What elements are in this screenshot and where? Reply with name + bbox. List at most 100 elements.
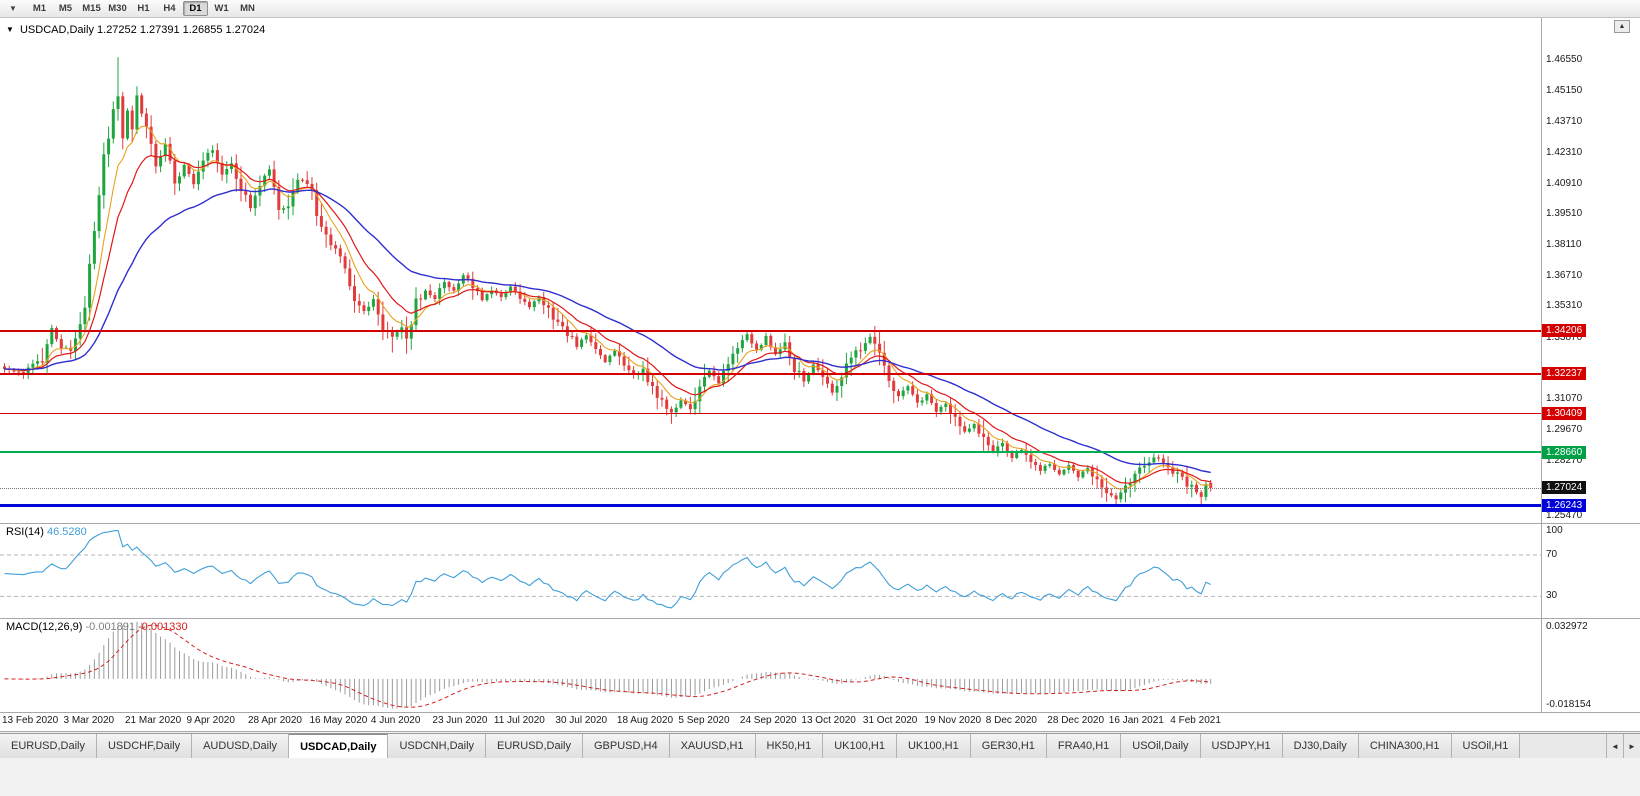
tabs-scroll-right-button[interactable]: ►	[1623, 734, 1640, 758]
chart-symbol: USDCAD,Daily	[19, 24, 94, 36]
date-axis-label: 28 Apr 2020	[248, 715, 302, 726]
horizontal-level-line[interactable]	[0, 503, 1541, 507]
separator-rsi-macd[interactable]	[0, 618, 1640, 619]
horizontal-level-line[interactable]	[0, 413, 1541, 415]
date-axis-label: 31 Oct 2020	[862, 715, 918, 726]
timeframe-d1[interactable]: D1	[183, 1, 208, 16]
tab-uk100-h1[interactable]: UK100,H1	[896, 734, 971, 758]
price-axis-label: 1.43710	[1546, 116, 1583, 128]
date-axis-label: 4 Jun 2020	[370, 715, 421, 726]
tabbar-filler	[1520, 734, 1606, 758]
date-axis-label: 3 Mar 2020	[63, 715, 115, 726]
date-axis-label: 5 Sep 2020	[678, 715, 730, 726]
macd-axis-min-label: -0.018154	[1546, 699, 1592, 710]
price-axis-label: 1.35310	[1546, 300, 1583, 312]
price-tag: 1.27024	[1542, 481, 1587, 495]
chart-high: 1.27391	[139, 24, 180, 36]
price-axis-label: 1.40910	[1546, 177, 1583, 189]
timeframe-toolbar: ▼ M1 M5 M15 M30 H1 H4 D1 W1 MN	[0, 0, 1640, 18]
rsi-axis-label: 100	[1546, 525, 1563, 536]
date-axis-label: 21 Mar 2020	[125, 715, 182, 726]
timeframe-mn[interactable]: MN	[240, 3, 255, 14]
date-axis-label: 16 Jan 2021	[1108, 715, 1164, 726]
date-axis-label: 13 Feb 2020	[2, 715, 59, 726]
date-axis-label: 19 Nov 2020	[924, 715, 982, 726]
timeframe-h1[interactable]: H1	[137, 3, 150, 14]
timeframe-h4[interactable]: H4	[163, 3, 176, 14]
current-price-line	[0, 487, 1541, 489]
tab-eurusd-daily[interactable]: EURUSD,Daily	[486, 734, 583, 758]
tab-usoil-daily[interactable]: USOil,Daily	[1121, 734, 1201, 758]
price-axis-label: 1.36710	[1546, 269, 1583, 281]
candlestick-plot	[3, 57, 1213, 505]
chart-open: 1.27252	[97, 24, 137, 36]
chart-shift-button[interactable]: ▲	[1614, 20, 1630, 33]
macd-axis-max-label: 0.032972	[1546, 621, 1588, 632]
tab-xauusd-h1[interactable]: XAUUSD,H1	[669, 734, 756, 758]
timeframe-m15[interactable]: M15	[82, 3, 101, 14]
separator-main-rsi[interactable]	[0, 523, 1640, 524]
horizontal-level-line[interactable]	[0, 372, 1541, 375]
tab-eurusd-daily[interactable]: EURUSD,Daily	[0, 734, 97, 758]
price-axis-border	[1541, 18, 1542, 712]
price-axis-label: 1.33870	[1546, 331, 1583, 343]
horizontal-level-line[interactable]	[0, 451, 1541, 454]
macd-plot	[4, 621, 1212, 709]
chart-dropdown-icon[interactable]: ▼	[9, 4, 17, 13]
date-axis-label: 9 Apr 2020	[186, 715, 235, 726]
bottom-strip	[0, 758, 1640, 796]
date-axis-label: 11 Jul 2020	[493, 715, 545, 726]
price-axis-label: 1.45150	[1546, 84, 1583, 96]
price-axis-label: 1.46550	[1546, 54, 1583, 65]
price-tag: 1.26243	[1542, 498, 1587, 512]
price-tag: 1.34206	[1542, 324, 1587, 337]
tabbar: EURUSD,Daily USDCHF,Daily AUDUSD,Daily USDC…	[0, 733, 1640, 758]
tab-audusd-daily[interactable]: AUDUSD,Daily	[192, 734, 290, 758]
macd-main-value: -0.001891	[85, 621, 136, 633]
tab-china300-h1[interactable]: CHINA300,H1	[1358, 734, 1452, 758]
tab-usdcad-daily[interactable]: USDCAD,Daily	[289, 734, 389, 758]
timeframe-m1[interactable]: M1	[32, 3, 47, 14]
date-axis-label: 8 Dec 2020	[985, 715, 1037, 726]
tab-dj30-daily[interactable]: DJ30,Daily	[1282, 734, 1359, 758]
date-axis-label: 18 Aug 2020	[616, 715, 674, 726]
tab-usoil-h1[interactable]: USOil,H1	[1451, 734, 1521, 758]
symbol-dropdown-icon[interactable]: ▼	[6, 25, 14, 34]
date-axis-label: 13 Oct 2020	[801, 715, 856, 726]
price-axis-label: 1.25470	[1546, 510, 1583, 521]
horizontal-level-line[interactable]	[0, 329, 1541, 332]
date-axis-label: 30 Jul 2020	[555, 715, 608, 726]
tab-usdcnh-daily[interactable]: USDCNH,Daily	[388, 734, 487, 758]
price-axis-label: 1.39510	[1546, 208, 1583, 220]
chart-low: 1.26855	[182, 24, 223, 36]
tab-usdchf-daily[interactable]: USDCHF,Daily	[96, 734, 193, 758]
separator-macd-dates	[0, 712, 1640, 713]
tab-gbpusd-h4[interactable]: GBPUSD,H4	[583, 734, 670, 758]
date-axis-label: 23 Jun 2020	[432, 715, 488, 726]
price-tag: 1.32237	[1542, 367, 1587, 381]
rsi-axis-label: 70	[1546, 549, 1558, 560]
price-axis-label: 1.38110	[1546, 238, 1582, 250]
timeframe-m5[interactable]: M5	[58, 3, 73, 14]
price-axis-label: 1.28270	[1546, 454, 1583, 466]
date-axis-label: 16 May 2020	[309, 715, 368, 726]
chart-tabs: EURUSD,Daily USDCHF,Daily AUDUSD,Daily USDC…	[0, 734, 1521, 758]
tab-hk50-h1[interactable]: HK50,H1	[755, 734, 824, 758]
tab-usdjpy-h1[interactable]: USDJPY,H1	[1200, 734, 1283, 758]
tabs-scroll-left-button[interactable]: ◄	[1606, 734, 1623, 758]
timeframe-w1[interactable]: W1	[214, 3, 229, 14]
chart-title: ▼ USDCAD,Daily 1.27252 1.27391 1.26855 1…	[6, 24, 265, 36]
macd-name: MACD(12,26,9)	[6, 621, 83, 633]
date-axis-label: 24 Sep 2020	[739, 715, 797, 726]
tab-uk100-h1[interactable]: UK100,H1	[823, 734, 897, 758]
timeframe-m30[interactable]: M30	[108, 3, 127, 14]
macd-signal-value: -0.001330	[138, 621, 188, 633]
chart-window: ▼ USDCAD,Daily 1.27252 1.27391 1.26855 1…	[0, 18, 1640, 732]
rsi-label: RSI(14) 46.5280	[6, 526, 87, 538]
price-axis-label: 1.29670	[1546, 423, 1583, 435]
price-axis-label: 1.31070	[1546, 393, 1583, 405]
rsi-plot	[0, 529, 1541, 609]
tab-ger30-h1[interactable]: GER30,H1	[970, 734, 1047, 758]
macd-label: MACD(12,26,9) -0.001891 -0.001330	[6, 621, 188, 633]
tab-fra40-h1[interactable]: FRA40,H1	[1046, 734, 1122, 758]
